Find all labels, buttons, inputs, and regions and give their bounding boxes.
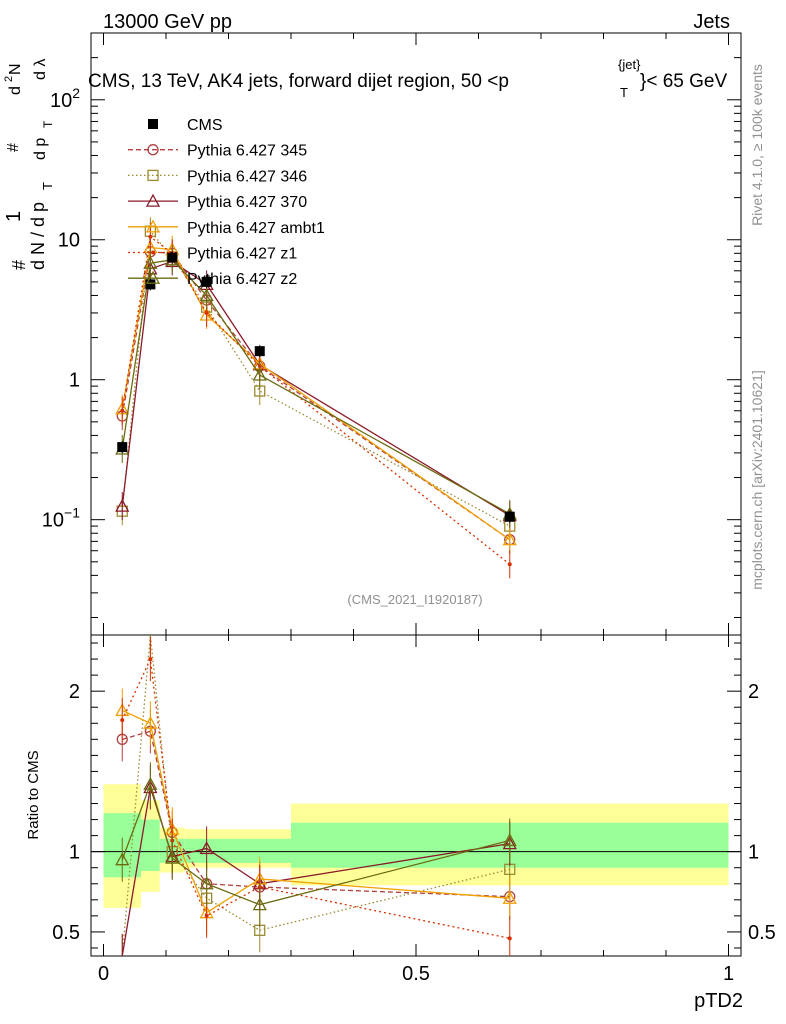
legend-label-p345: Pythia 6.427 345 [187,143,307,160]
legend-marker-p345 [147,144,159,156]
svg-text:1: 1 [3,211,25,222]
svg-text:d λ: d λ [32,59,49,80]
svg-text:d: d [7,86,24,95]
legend-marker-z2 [145,270,161,284]
series-line-z1 [121,235,511,565]
legend-label-ambt1: Pythia 6.427 ambt1 [187,220,325,237]
ratio-point-z2 [199,876,214,890]
analysis-watermark: (CMS_2021_I1920187) [347,592,482,607]
series-line-z2 [121,259,511,515]
ratio-point-z2 [165,850,180,864]
svg-text:d N / d p: d N / d p [28,202,48,270]
plot-title-main: CMS, 13 TeV, AK4 jets, forward dijet reg… [88,71,509,92]
svg-text:T: T [41,120,55,128]
ratio-y-tick-label: 2 [69,681,80,703]
data-point-z1 [120,408,125,413]
x-tick-label: 0.5 [402,963,430,985]
ratio-point-z2 [143,776,158,790]
mcplots-label: mcplots.cern.ch [arXiv:2401.10621] [749,370,765,589]
plot-title-sub: T [620,85,628,100]
series-line-ambt1 [121,246,511,541]
data-point-z2 [143,255,158,269]
header-right: Jets [693,11,730,33]
legend-label-z1: Pythia 6.427 z1 [187,246,297,263]
y-axis-label-main: # 1 d N / d p T # d p T d 2 N d λ [3,59,55,270]
svg-text:N: N [7,63,24,75]
legend-label-CMS: CMS [187,117,223,134]
legend-label-p346: Pythia 6.427 346 [187,168,307,185]
ratio-panel-frame [90,634,742,957]
svg-text:#: # [9,260,29,270]
series-line-p370 [121,260,511,517]
cms-data-point [254,346,265,357]
ratio-band-inner [141,819,160,871]
plot-title: CMS, 13 TeV, AK4 jets, forward dijet reg… [88,57,727,100]
legend-marker-ambt1 [145,219,161,233]
data-point-z1 [148,234,153,239]
ratio-point-z1 [120,718,125,723]
ratio-y-tick-label-right: 2 [748,681,759,703]
svg-text:T: T [40,182,55,190]
legend-marker-p370 [145,193,161,207]
data-point-z1 [204,310,209,315]
legend-label-p370: Pythia 6.427 370 [187,194,307,211]
svg-text:d p: d p [32,138,49,160]
rivet-label: Rivet 4.1.0, ≥ 100k events [749,64,765,226]
ratio-line-z1 [121,656,510,939]
ratio-point-p370 [199,841,214,855]
ratio-point-z2 [502,833,517,847]
plot-title-sup: {jet} [618,57,641,72]
y-tick-label: 10−1 [42,505,80,532]
main-panel-series [115,217,517,579]
legend-marker-z1 [151,250,155,255]
ratio-point-z1 [204,913,209,918]
data-point-z2 [252,367,267,381]
x-axis-label: pTD2 [694,990,743,1012]
cms-data-point [504,511,515,522]
cms-data-point [167,252,178,263]
ratio-point-z1 [148,657,153,662]
ratio-panel-series [115,634,517,957]
ratio-y-tick-label: 0.5 [52,922,80,944]
x-tick-label: 0 [98,963,109,985]
x-tick-label: 1 [723,963,734,985]
ratio-y-tick-label: 1 [69,842,80,864]
cms-data-point [117,442,128,453]
ratio-point-ambt1 [502,890,517,904]
legend: CMS Pythia 6.427 345 Pythia 6.427 346 Pythi… [128,117,325,288]
header-left: 13000 GeV pp [103,11,232,33]
ratio-point-z2 [252,897,267,911]
ratio-y-tick-label-right: 0.5 [748,922,776,944]
legend-marker-p346 [147,169,159,182]
ratio-line-p370 [121,787,510,957]
cms-data-point [145,279,156,290]
svg-text:#: # [5,143,22,152]
data-point-ambt1 [502,532,517,546]
legend-label-z2: Pythia 6.427 z2 [187,271,297,288]
ratio-line-p346 [121,634,510,957]
data-point-z2 [199,288,214,302]
y-axis-label-ratio: Ratio to CMS [25,750,42,839]
svg-text:2: 2 [3,76,15,82]
legend-marker-CMS [148,119,158,129]
cms-data-point [201,276,212,287]
y-tick-label: 10 [58,230,80,252]
ratio-y-tick-label-right: 1 [748,842,759,864]
plot-title-end: }< 65 GeV [640,71,727,92]
axis-ticks: 0 0.5 1 10−1 1 10 102 0.5 0.5 1 1 2 2 [42,32,776,985]
ratio-point-ambt1 [143,715,158,729]
data-point-p370 [115,498,130,512]
series-line-p345 [121,251,511,541]
y-tick-label: 1 [69,370,80,392]
data-point-z1 [507,562,512,567]
ratio-point-z1 [507,936,512,941]
ratio-line-z2 [121,782,510,906]
ratio-point-z2 [115,852,130,866]
y-tick-label: 102 [50,85,80,112]
